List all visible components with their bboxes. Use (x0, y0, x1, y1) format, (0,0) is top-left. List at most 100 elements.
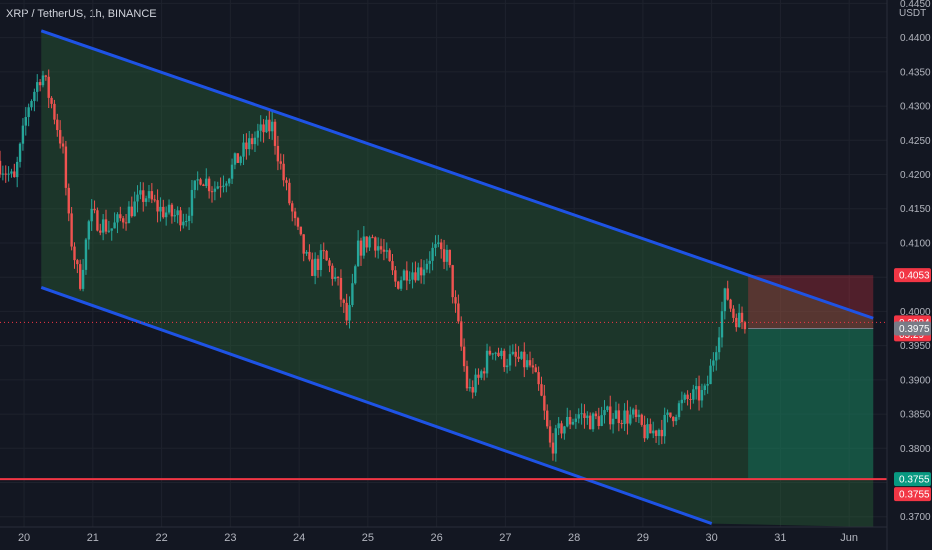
candle-body (336, 276, 340, 278)
candle-body (591, 413, 595, 430)
candle-body (520, 351, 523, 359)
candle-body (482, 371, 486, 374)
candle-body (351, 283, 354, 306)
candle-body (319, 250, 323, 270)
candle-body (640, 414, 643, 425)
candle-body (93, 208, 96, 211)
candle-body (683, 394, 686, 400)
candle-body (15, 161, 19, 178)
candle-body (322, 250, 325, 252)
candle-body (345, 302, 348, 321)
candle-body (90, 208, 93, 222)
price-tick-label: 0.4000 (900, 307, 931, 318)
candle-body (250, 138, 254, 145)
candle-body (187, 215, 191, 222)
time-tick-label: 26 (430, 532, 442, 544)
candle-body (425, 263, 429, 270)
candle-body (706, 384, 709, 386)
price-tick-label: 0.4150 (900, 204, 931, 215)
candle-body (227, 178, 231, 184)
candle-body (276, 145, 280, 162)
candle-body (723, 288, 727, 312)
candle-body (485, 350, 489, 374)
candle-body (44, 75, 48, 77)
candle-body (73, 246, 76, 261)
candle-body (159, 206, 162, 212)
candle-body (391, 261, 394, 271)
candle-body (110, 228, 113, 231)
candle-body (382, 249, 386, 252)
candle-body (405, 270, 409, 281)
candle-body (408, 279, 411, 281)
candle-body (434, 244, 437, 248)
take-profit-zone[interactable] (748, 328, 874, 480)
candle-body (262, 124, 265, 133)
candle-body (362, 236, 366, 256)
candle-body (623, 410, 626, 425)
candle-body (291, 203, 294, 212)
candle-body (379, 246, 383, 250)
candle-body (127, 206, 131, 224)
candle-body (462, 346, 466, 367)
price-axis-unit: USDT (899, 8, 927, 19)
channel-lower-line[interactable] (40, 286, 713, 525)
candle-body (465, 366, 469, 389)
candle-body (557, 423, 560, 429)
candle-body (167, 204, 171, 213)
candle-body (652, 430, 655, 434)
candle-body (162, 206, 165, 218)
candle-body (503, 350, 506, 368)
candle-body (328, 260, 331, 266)
candle-body (313, 258, 317, 276)
time-tick-label: 25 (362, 532, 374, 544)
candle-body (133, 201, 136, 217)
candle-body (76, 260, 79, 265)
price-tick-label: 0.4250 (900, 136, 931, 147)
price-tag (894, 321, 931, 336)
candle-body (253, 137, 257, 145)
price-tick-label: 0.4400 (900, 33, 931, 44)
stop-loss-zone[interactable] (748, 275, 874, 329)
candle-body (222, 185, 225, 187)
candle-body (428, 260, 431, 264)
candle-body (293, 211, 297, 219)
candle-body (548, 426, 552, 443)
candle-body (130, 206, 133, 217)
time-tick-label: 30 (706, 532, 718, 544)
candle-body (451, 265, 454, 298)
time-tick-label: 22 (155, 532, 167, 544)
candle-body (631, 409, 635, 415)
candle-body (700, 390, 704, 401)
candle-body (41, 75, 45, 86)
candle-body (316, 258, 320, 270)
candle-body (193, 180, 197, 190)
candle-body (273, 121, 277, 146)
candle-body (308, 251, 311, 260)
candle-body (299, 226, 303, 235)
candle-body (540, 384, 543, 396)
candle-body (431, 247, 434, 261)
candle-body (500, 350, 503, 356)
candle-body (156, 200, 159, 212)
candle-body (717, 337, 721, 353)
candle-body (580, 413, 583, 415)
candle-body (422, 269, 426, 276)
channel-upper-line[interactable] (40, 29, 874, 320)
candle-body (583, 413, 586, 418)
candle-body (56, 119, 59, 131)
candle-body (402, 270, 406, 281)
candle-body (385, 250, 388, 252)
candle-body (563, 426, 566, 434)
candle-body (279, 161, 282, 164)
candle-body (488, 350, 492, 355)
candle-body (170, 204, 174, 217)
candle-body (374, 237, 377, 251)
candle-body (205, 178, 208, 186)
time-tick-label: Jun (840, 532, 858, 544)
price-tag (894, 268, 931, 283)
candle-body (388, 250, 391, 262)
candle-body (53, 103, 56, 120)
candle-body (38, 82, 42, 86)
